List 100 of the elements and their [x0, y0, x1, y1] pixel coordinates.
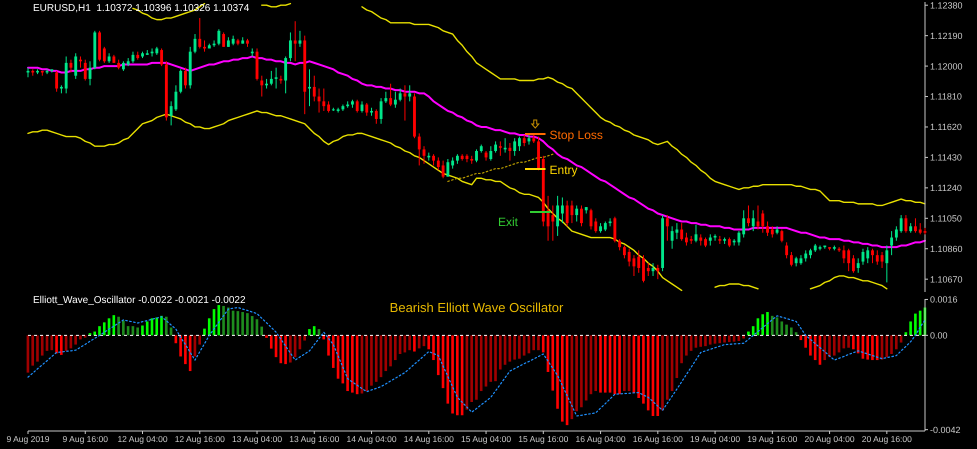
- bar: [756, 318, 760, 336]
- bar: [498, 335, 502, 370]
- bar: [909, 321, 912, 336]
- candlestick: [680, 222, 684, 242]
- bar: [794, 332, 798, 336]
- bar: [656, 335, 660, 416]
- annotation: Bearish Elliott Wave Oscillator: [390, 300, 564, 315]
- bar: [232, 310, 234, 336]
- bar: [828, 335, 831, 358]
- candlestick: [766, 221, 769, 236]
- annotation: Entry: [550, 163, 578, 177]
- x-tick-label: 9 Aug 16:00: [62, 434, 108, 444]
- bar: [413, 335, 416, 352]
- bar: [356, 335, 358, 394]
- bar: [112, 315, 116, 336]
- candlestick: [756, 204, 760, 230]
- x-tick-label: 16 Aug 04:00: [576, 434, 626, 444]
- candlestick: [785, 242, 788, 259]
- candlestick: [179, 68, 182, 94]
- bar: [60, 335, 63, 355]
- bar: [918, 310, 922, 336]
- y-tick-label: 1.11620: [930, 122, 962, 132]
- bar: [513, 335, 516, 360]
- bar: [370, 335, 373, 386]
- bar: [265, 335, 268, 338]
- y-tick-label: 1.11810: [930, 92, 962, 102]
- x-tick-label: 19 Aug 16:00: [747, 434, 798, 444]
- bar: [174, 335, 178, 344]
- bar: [398, 335, 402, 354]
- bar: [374, 335, 378, 382]
- candlestick: [675, 222, 678, 240]
- candlestick: [260, 75, 264, 98]
- bar: [164, 316, 168, 336]
- candlestick: [528, 134, 530, 146]
- bar: [336, 335, 340, 379]
- bar: [289, 335, 292, 363]
- bar: [236, 311, 240, 336]
- bar: [800, 335, 802, 340]
- bar: [250, 316, 254, 336]
- candlestick: [513, 138, 516, 156]
- bar: [98, 326, 101, 336]
- candlestick: [456, 154, 459, 164]
- x-tick-label: 15 Aug 16:00: [518, 434, 569, 444]
- candlestick: [642, 254, 645, 283]
- bar: [188, 335, 192, 372]
- candlestick: [804, 250, 808, 262]
- candlestick: [498, 140, 502, 156]
- candlestick: [871, 248, 874, 264]
- x-tick-label: 12 Aug 16:00: [174, 434, 226, 444]
- bar: [404, 335, 406, 352]
- bar: [556, 335, 559, 409]
- bar: [518, 335, 521, 359]
- bar: [890, 335, 893, 354]
- bar: [832, 335, 836, 356]
- bar: [780, 321, 784, 336]
- bar: [126, 326, 130, 336]
- bar: [136, 328, 139, 336]
- bar: [456, 335, 459, 416]
- bar: [613, 335, 616, 394]
- bar: [480, 335, 483, 392]
- candlestick: [780, 229, 784, 243]
- bar: [408, 335, 411, 350]
- bar: [170, 328, 172, 336]
- x-tick-label: 14 Aug 04:00: [346, 434, 397, 444]
- candlestick: [394, 91, 397, 108]
- bar: [418, 335, 420, 348]
- bar: [676, 335, 678, 378]
- candlestick: [384, 91, 388, 104]
- bar: [79, 335, 82, 340]
- candlestick: [360, 100, 364, 114]
- candlestick: [618, 238, 622, 251]
- bar: [274, 335, 278, 358]
- candlestick: [685, 232, 688, 246]
- candlestick: [194, 34, 196, 54]
- bar: [74, 335, 77, 345]
- bar: [894, 335, 898, 350]
- x-tick-label: 9 Aug 2019: [6, 434, 50, 444]
- candlestick: [590, 208, 592, 230]
- candlestick: [666, 214, 669, 242]
- x-tick-label: 12 Aug 04:00: [117, 434, 168, 444]
- bar: [532, 335, 535, 350]
- x-tick-label: 13 Aug 16:00: [289, 434, 340, 444]
- candlestick: [508, 142, 512, 162]
- candlestick: [570, 200, 574, 224]
- x-tick-label: 20 Aug 16:00: [862, 434, 912, 444]
- bar: [298, 335, 302, 350]
- candlestick: [880, 251, 884, 268]
- bar: [117, 316, 120, 336]
- bar: [246, 313, 249, 336]
- bar: [451, 335, 454, 414]
- bar: [866, 335, 869, 360]
- bar: [260, 326, 264, 336]
- bar: [790, 328, 793, 336]
- bar: [312, 326, 316, 336]
- bar: [761, 314, 764, 336]
- bar: [40, 335, 44, 356]
- candlestick: [809, 248, 812, 259]
- bar: [494, 335, 497, 382]
- candlestick: [117, 59, 120, 70]
- bar: [203, 328, 206, 336]
